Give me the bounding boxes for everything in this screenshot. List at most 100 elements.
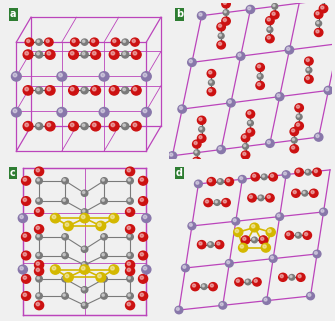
Circle shape bbox=[222, 17, 230, 25]
Circle shape bbox=[126, 261, 135, 269]
Circle shape bbox=[175, 306, 183, 314]
Circle shape bbox=[23, 293, 26, 296]
Circle shape bbox=[102, 199, 105, 201]
Circle shape bbox=[36, 302, 40, 306]
Circle shape bbox=[220, 303, 223, 306]
Circle shape bbox=[127, 276, 133, 282]
Circle shape bbox=[36, 39, 42, 45]
Circle shape bbox=[141, 72, 151, 81]
Circle shape bbox=[81, 266, 85, 270]
Circle shape bbox=[18, 265, 27, 274]
Circle shape bbox=[270, 174, 274, 177]
Circle shape bbox=[81, 215, 85, 219]
Circle shape bbox=[127, 293, 133, 299]
Circle shape bbox=[307, 292, 315, 300]
Circle shape bbox=[23, 50, 33, 59]
Circle shape bbox=[257, 83, 261, 86]
Circle shape bbox=[225, 260, 233, 267]
Circle shape bbox=[305, 169, 311, 175]
Circle shape bbox=[47, 123, 51, 127]
Circle shape bbox=[81, 39, 88, 45]
Circle shape bbox=[197, 12, 206, 20]
Circle shape bbox=[13, 73, 17, 77]
Circle shape bbox=[168, 152, 177, 160]
Circle shape bbox=[101, 178, 107, 184]
Circle shape bbox=[292, 138, 294, 141]
Circle shape bbox=[280, 275, 283, 278]
Circle shape bbox=[183, 265, 186, 268]
Circle shape bbox=[37, 294, 40, 296]
Circle shape bbox=[70, 87, 74, 91]
Circle shape bbox=[295, 122, 304, 130]
Circle shape bbox=[296, 123, 299, 126]
Circle shape bbox=[217, 41, 225, 49]
Circle shape bbox=[140, 293, 143, 296]
Circle shape bbox=[273, 4, 275, 7]
Circle shape bbox=[111, 266, 114, 270]
Circle shape bbox=[11, 108, 21, 117]
Circle shape bbox=[140, 198, 143, 202]
Circle shape bbox=[63, 294, 65, 296]
Circle shape bbox=[295, 168, 304, 176]
Circle shape bbox=[217, 23, 225, 31]
Circle shape bbox=[71, 38, 79, 46]
Circle shape bbox=[99, 72, 109, 81]
Circle shape bbox=[222, 0, 230, 8]
Circle shape bbox=[254, 279, 257, 282]
Circle shape bbox=[227, 261, 230, 264]
Circle shape bbox=[209, 89, 212, 92]
Circle shape bbox=[123, 52, 126, 55]
Text: c: c bbox=[10, 168, 16, 178]
Circle shape bbox=[289, 274, 295, 280]
Circle shape bbox=[246, 280, 248, 282]
Circle shape bbox=[63, 277, 65, 279]
Circle shape bbox=[210, 284, 213, 287]
Circle shape bbox=[36, 234, 42, 240]
Circle shape bbox=[91, 86, 100, 95]
Circle shape bbox=[37, 277, 40, 279]
Circle shape bbox=[232, 218, 240, 225]
Circle shape bbox=[199, 13, 202, 16]
Circle shape bbox=[128, 179, 130, 181]
Circle shape bbox=[21, 177, 30, 185]
Circle shape bbox=[194, 142, 197, 144]
Circle shape bbox=[91, 122, 100, 131]
Circle shape bbox=[248, 7, 251, 10]
Circle shape bbox=[37, 88, 40, 91]
Circle shape bbox=[139, 232, 148, 241]
Circle shape bbox=[36, 276, 42, 282]
Circle shape bbox=[142, 265, 151, 274]
Circle shape bbox=[128, 235, 130, 237]
Circle shape bbox=[101, 109, 105, 113]
Circle shape bbox=[23, 234, 26, 237]
Circle shape bbox=[306, 67, 312, 73]
Circle shape bbox=[251, 173, 260, 181]
Circle shape bbox=[194, 150, 200, 155]
Circle shape bbox=[245, 279, 251, 285]
Circle shape bbox=[266, 35, 274, 43]
Circle shape bbox=[218, 33, 224, 39]
Circle shape bbox=[36, 87, 43, 94]
Circle shape bbox=[96, 273, 106, 282]
Circle shape bbox=[45, 50, 55, 59]
Circle shape bbox=[131, 38, 139, 46]
Circle shape bbox=[63, 273, 73, 282]
Circle shape bbox=[45, 86, 55, 95]
Circle shape bbox=[223, 18, 226, 22]
Circle shape bbox=[199, 117, 202, 121]
Circle shape bbox=[72, 39, 75, 43]
Circle shape bbox=[272, 4, 278, 9]
Circle shape bbox=[109, 265, 119, 274]
Circle shape bbox=[127, 302, 131, 306]
Circle shape bbox=[35, 267, 44, 275]
Circle shape bbox=[321, 6, 324, 9]
Circle shape bbox=[306, 58, 309, 62]
Circle shape bbox=[196, 181, 199, 184]
Circle shape bbox=[218, 42, 221, 45]
Circle shape bbox=[131, 122, 141, 131]
Circle shape bbox=[59, 109, 62, 113]
Circle shape bbox=[246, 110, 255, 118]
Circle shape bbox=[293, 191, 296, 194]
Circle shape bbox=[316, 30, 319, 33]
Circle shape bbox=[102, 254, 105, 256]
